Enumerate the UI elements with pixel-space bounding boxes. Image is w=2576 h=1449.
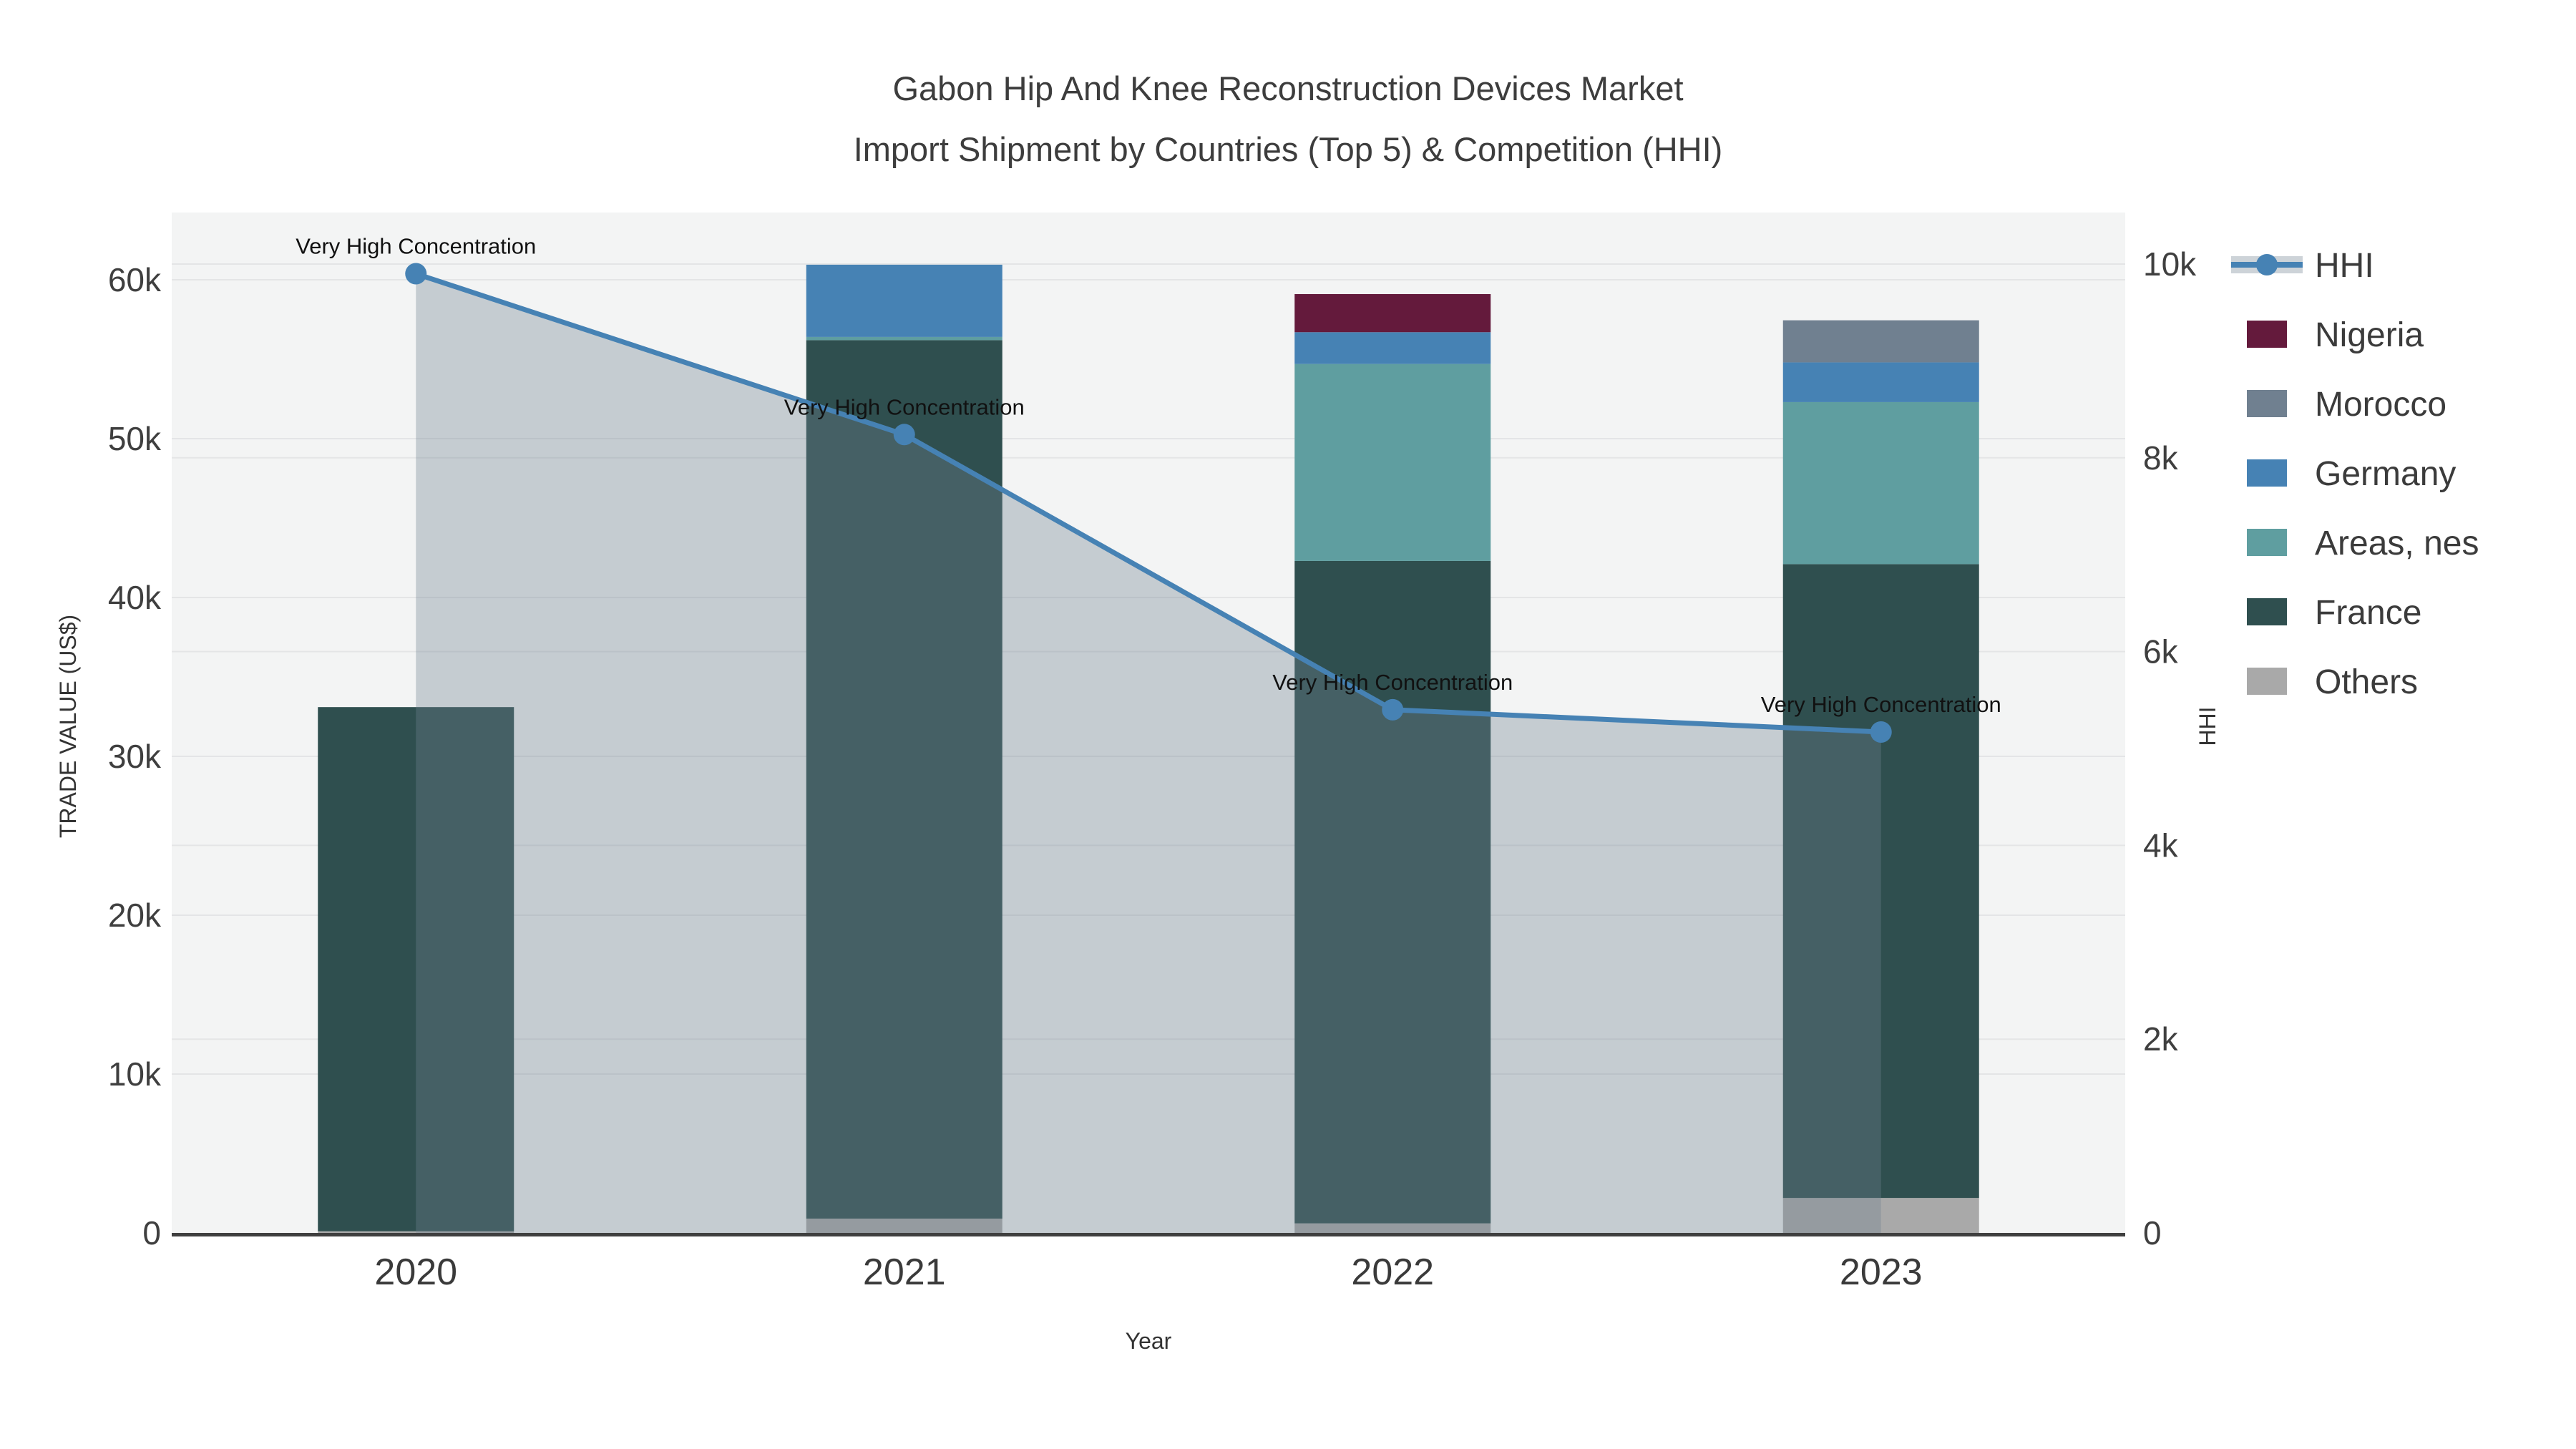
bar-segment-france-2021 xyxy=(806,340,1002,1219)
left-tick-label: 30k xyxy=(108,738,162,775)
hhi-point-2022 xyxy=(1382,698,1404,721)
bar-segment-france-2020 xyxy=(318,707,514,1231)
x-axis-line xyxy=(172,1233,2125,1236)
left-tick-label: 50k xyxy=(108,420,162,457)
left-tick-label: 40k xyxy=(108,579,162,616)
annotation-2021: Very High Concentration xyxy=(784,394,1025,419)
x-axis-title: Year xyxy=(1126,1328,1172,1354)
hhi-area xyxy=(416,273,1881,1233)
x-tick-label-2023: 2023 xyxy=(1840,1252,1923,1293)
left-tick-label: 20k xyxy=(108,897,162,934)
bar-segment-germany-2022 xyxy=(1294,332,1491,364)
legend-label: HHI xyxy=(2315,247,2374,285)
bar-segment-areas-nes-2021 xyxy=(806,336,1002,341)
annotation-2020: Very High Concentration xyxy=(296,234,536,259)
left-axis-title: TRADE VALUE (US$) xyxy=(55,615,81,838)
hhi-line xyxy=(415,271,1881,735)
legend-item-germany: Germany xyxy=(2247,455,2456,493)
right-tick-label: 6k xyxy=(2143,633,2179,670)
legend-label: Areas, nes xyxy=(2315,525,2479,562)
legend-item-nigeria: Nigeria xyxy=(2247,316,2424,354)
legend-label: France xyxy=(2315,594,2421,632)
bar-segment-germany-2023 xyxy=(1782,362,1979,402)
left-tick-label: 60k xyxy=(108,261,162,298)
bar-segment-germany-2021 xyxy=(806,264,1002,337)
right-tick-label: 0 xyxy=(2143,1214,2162,1252)
legend-swatch-nigeria xyxy=(2247,321,2287,348)
legend-swatch-france xyxy=(2247,598,2287,625)
annotation-2023: Very High Concentration xyxy=(1761,692,2001,717)
legend-item-morocco: Morocco xyxy=(2247,386,2446,424)
right-tick-label: 10k xyxy=(2143,245,2197,283)
right-tick-label: 8k xyxy=(2143,439,2179,477)
bar-segment-areas-nes-2022 xyxy=(1294,364,1491,561)
bar-segment-areas-nes-2023 xyxy=(1782,401,1979,565)
bar-segment-others-2022 xyxy=(1294,1223,1491,1233)
left-tick-label: 10k xyxy=(108,1055,162,1093)
legend-label: Nigeria xyxy=(2315,316,2424,354)
x-tick-label-2020: 2020 xyxy=(374,1252,457,1293)
legend-item-hhi: HHI xyxy=(2231,247,2374,285)
legend-label: Morocco xyxy=(2315,386,2446,424)
legend-swatch-germany xyxy=(2247,459,2287,487)
legend-item-areas-nes: Areas, nes xyxy=(2247,525,2479,562)
hhi-point-2020 xyxy=(405,263,427,285)
legend-item-others: Others xyxy=(2247,663,2418,701)
legend-item-france: France xyxy=(2247,594,2421,632)
legend-swatch-morocco xyxy=(2247,390,2287,417)
right-axis-title: HHI xyxy=(2195,706,2220,746)
right-tick-label: 4k xyxy=(2143,826,2179,864)
bar-segment-nigeria-2022 xyxy=(1294,293,1491,333)
x-tick-label-2021: 2021 xyxy=(863,1252,946,1293)
legend-swatch-areas-nes xyxy=(2247,529,2287,556)
hhi-point-2023 xyxy=(1870,721,1892,743)
legend-label: Germany xyxy=(2315,455,2456,493)
right-tick-label: 2k xyxy=(2143,1020,2179,1058)
legend-swatch-others xyxy=(2247,668,2287,695)
annotation-2022: Very High Concentration xyxy=(1272,670,1513,695)
bar-segment-others-2023 xyxy=(1782,1198,1979,1233)
bar-segment-morocco-2023 xyxy=(1782,320,1979,363)
chart-title-line1: Gabon Hip And Knee Reconstruction Device… xyxy=(892,69,1683,107)
bar-segment-france-2023 xyxy=(1782,564,1979,1199)
chart-title-line2: Import Shipment by Countries (Top 5) & C… xyxy=(854,130,1723,168)
left-tick-label: 0 xyxy=(142,1214,161,1252)
legend-label: Others xyxy=(2315,663,2418,701)
x-tick-label-2022: 2022 xyxy=(1351,1252,1434,1293)
hhi-point-2021 xyxy=(893,424,915,446)
bar-segment-others-2020 xyxy=(318,1231,514,1233)
hhi-legend-marker xyxy=(2256,254,2278,275)
bar-segment-others-2021 xyxy=(806,1219,1002,1233)
